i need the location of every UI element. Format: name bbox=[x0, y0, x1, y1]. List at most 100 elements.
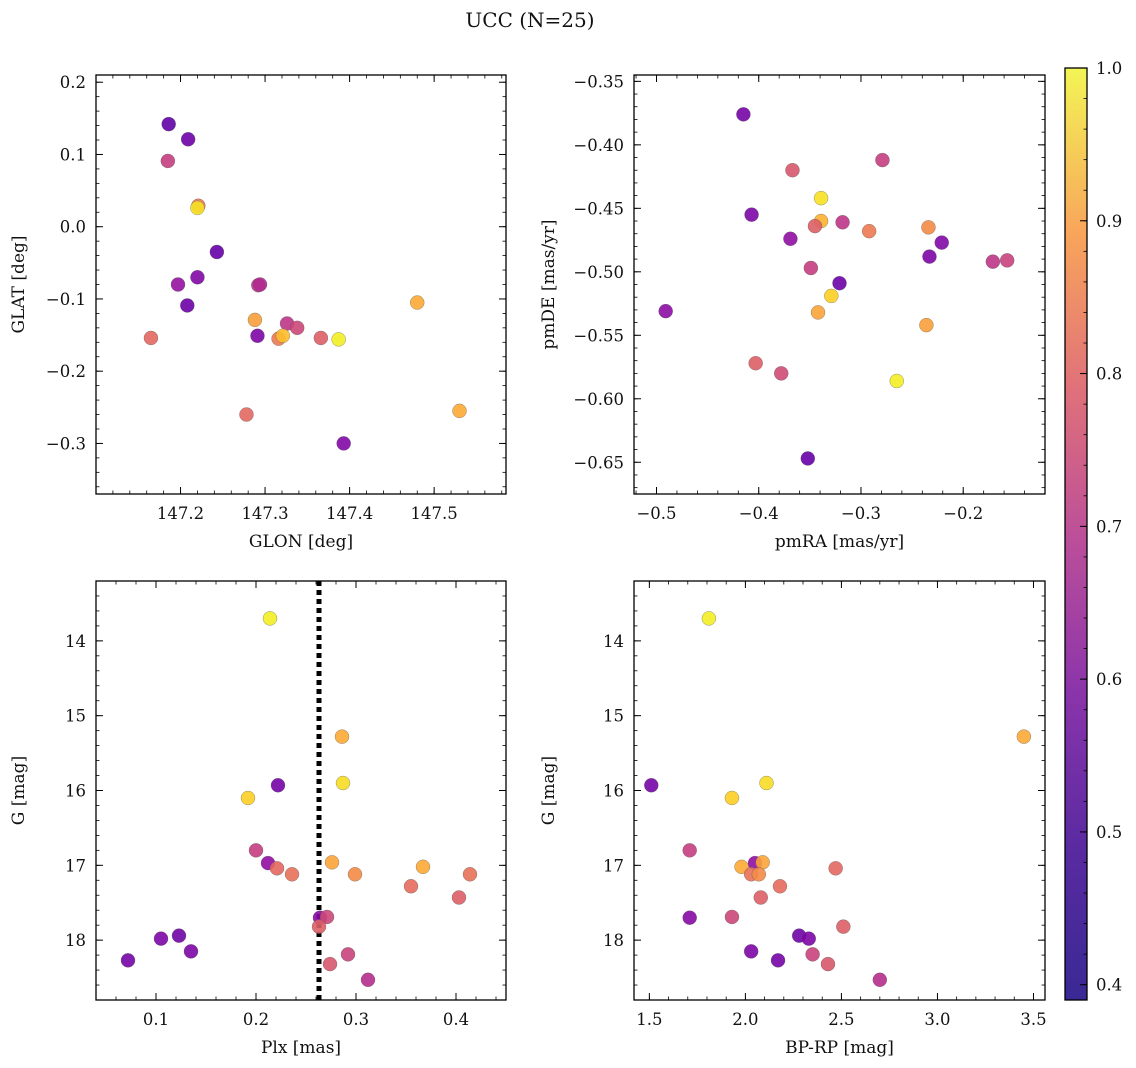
y-tick-label: −0.50 bbox=[573, 263, 624, 282]
data-point bbox=[922, 249, 937, 264]
axes-frame bbox=[633, 580, 1046, 1001]
y-tick-label: 0.1 bbox=[60, 145, 86, 164]
data-point bbox=[734, 859, 749, 875]
data-point bbox=[183, 944, 199, 959]
y-axis-label: G [mag] bbox=[539, 756, 559, 825]
data-point bbox=[340, 947, 356, 962]
data-point bbox=[800, 451, 816, 466]
data-point bbox=[143, 330, 159, 346]
data-point bbox=[451, 890, 467, 905]
x-axis-label: Plx [mas] bbox=[261, 1038, 341, 1058]
y-tick-label: −0.55 bbox=[573, 326, 624, 345]
data-point bbox=[934, 235, 949, 250]
x-tick-label: 147.2 bbox=[157, 504, 204, 523]
data-point bbox=[324, 855, 340, 870]
y-tick-label: 14 bbox=[65, 632, 86, 651]
x-tick-label: −0.5 bbox=[636, 504, 676, 523]
axes-frame bbox=[95, 580, 507, 1001]
panel-pmra-pmde: −0.5 −0.4 −0.3 −0.2 −0.65 −0.60 −0.55 −0.50 −0.4… bbox=[539, 72, 1046, 552]
x-tick-label: 2.0 bbox=[732, 1010, 758, 1029]
data-point bbox=[805, 947, 820, 962]
colorbar-tick-label: 1.0 bbox=[1096, 59, 1122, 78]
data-point bbox=[161, 116, 176, 132]
data-point bbox=[824, 288, 839, 304]
data-point bbox=[770, 953, 786, 968]
data-point bbox=[835, 215, 850, 230]
data-point bbox=[861, 223, 877, 239]
y-tick-label: −0.3 bbox=[46, 434, 86, 453]
y-tick-label: −0.40 bbox=[573, 136, 624, 155]
y-tick-label: 17 bbox=[65, 856, 86, 875]
data-point bbox=[813, 190, 829, 206]
data-point bbox=[772, 879, 788, 894]
colorbar-gradient bbox=[1065, 68, 1087, 1000]
data-point bbox=[921, 220, 936, 235]
y-tick-label: −0.65 bbox=[573, 453, 624, 472]
x-axis-label: GLON [deg] bbox=[249, 532, 353, 552]
colorbar-tick-label: 0.4 bbox=[1096, 976, 1122, 995]
data-point bbox=[658, 303, 673, 319]
data-point bbox=[269, 861, 285, 876]
data-point bbox=[701, 611, 717, 626]
y-axis-label: G [mag] bbox=[9, 756, 29, 825]
y-tick-label: 0.2 bbox=[60, 73, 86, 92]
data-point bbox=[180, 298, 195, 313]
data-point bbox=[319, 909, 335, 925]
data-point bbox=[239, 407, 254, 422]
data-point bbox=[682, 843, 697, 858]
data-point bbox=[240, 790, 256, 806]
data-point bbox=[759, 775, 774, 791]
data-point bbox=[644, 778, 659, 793]
data-point bbox=[801, 931, 817, 946]
colorbar-tick-label: 0.9 bbox=[1096, 212, 1122, 231]
data-point bbox=[247, 312, 263, 328]
data-point bbox=[452, 403, 467, 419]
data-point bbox=[724, 790, 740, 806]
y-tick-label: −0.45 bbox=[573, 199, 624, 218]
x-tick-label: 147.3 bbox=[241, 504, 288, 523]
data-point bbox=[248, 843, 264, 858]
data-point bbox=[250, 328, 265, 344]
data-point bbox=[252, 277, 268, 292]
axes-frame bbox=[95, 74, 507, 495]
data-point bbox=[171, 928, 187, 943]
y-tick-label: 18 bbox=[65, 931, 86, 950]
x-tick-label: 3.5 bbox=[1020, 1010, 1046, 1029]
data-point bbox=[347, 867, 363, 882]
data-point bbox=[209, 244, 225, 260]
colorbar-tick-label: 0.6 bbox=[1096, 670, 1122, 689]
data-point bbox=[783, 231, 798, 247]
x-tick-label: −0.4 bbox=[739, 504, 779, 523]
data-point bbox=[773, 366, 789, 381]
data-point bbox=[153, 931, 169, 946]
y-tick-label: 18 bbox=[603, 931, 624, 950]
data-points bbox=[644, 611, 1032, 988]
data-point bbox=[313, 330, 329, 346]
axes-frame bbox=[633, 74, 1046, 495]
data-point bbox=[262, 611, 278, 626]
x-tick-label: 0.1 bbox=[143, 1010, 169, 1029]
data-point bbox=[284, 867, 300, 882]
y-tick-label: 15 bbox=[603, 707, 624, 726]
data-point bbox=[311, 919, 327, 934]
data-point bbox=[360, 972, 376, 988]
data-point bbox=[724, 909, 740, 925]
colorbar: 0.4 0.5 0.6 0.7 0.8 0.9 1.0 bbox=[1064, 59, 1122, 1001]
data-point bbox=[682, 910, 697, 925]
data-point bbox=[180, 132, 196, 147]
data-point bbox=[336, 436, 351, 451]
data-point bbox=[275, 328, 291, 344]
y-tick-label: 16 bbox=[65, 782, 86, 801]
y-tick-label: 14 bbox=[603, 632, 624, 651]
data-point bbox=[120, 953, 136, 968]
y-tick-label: 16 bbox=[603, 782, 624, 801]
data-point bbox=[985, 254, 1001, 269]
data-point bbox=[748, 355, 763, 371]
panel-bprp-g: 1.5 2.0 2.5 3.0 3.5 14 15 16 17 18 BP-RP [mag] G [m… bbox=[539, 580, 1047, 1058]
data-point bbox=[836, 919, 851, 934]
x-tick-label: 2.5 bbox=[828, 1010, 854, 1029]
panel-plx-g: 0.1 0.2 0.3 0.4 14 15 16 17 18 Plx [mas] G [mag] bbox=[9, 580, 507, 1058]
data-point bbox=[170, 277, 186, 292]
data-point bbox=[785, 162, 800, 178]
